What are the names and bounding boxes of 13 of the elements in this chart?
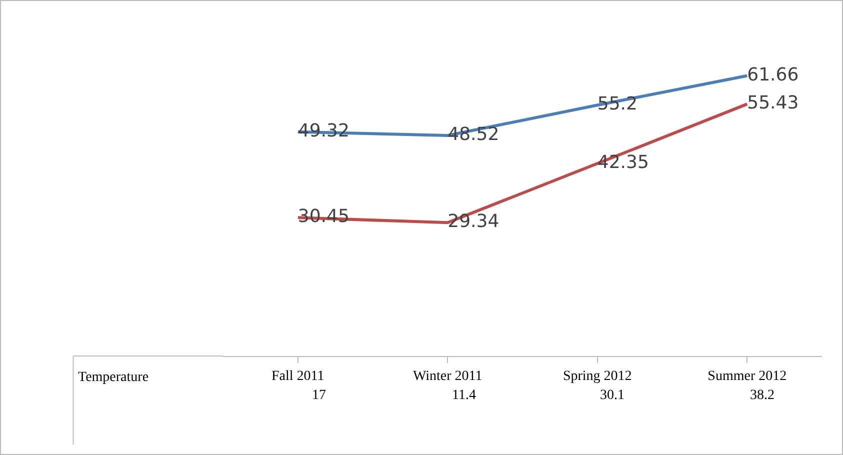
data-label: 55.43 (747, 92, 799, 114)
text: Temperature (78, 370, 149, 385)
text: 11.4 (452, 388, 476, 403)
x-tick-label: Spring 2012 (562, 368, 632, 384)
text: 30.1 (600, 388, 624, 403)
text: 17 (312, 388, 326, 403)
text: 38.2 (750, 388, 774, 403)
x-tick-label: Summer 2012 (708, 368, 787, 384)
data-label: 42.35 (597, 152, 649, 174)
x-tick-label: Winter 2011 (412, 368, 482, 384)
data-label: 61.66 (747, 64, 799, 86)
x-tick-label: Fall 2011 (271, 368, 324, 384)
data-label: 29.34 (448, 211, 500, 232)
